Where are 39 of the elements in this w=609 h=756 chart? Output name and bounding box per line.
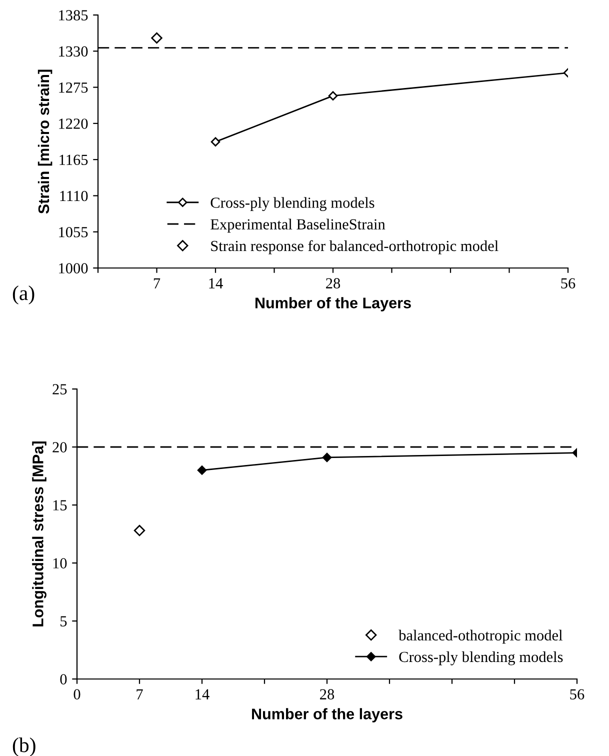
y-tick-label: 1275 xyxy=(59,82,88,93)
x-tick-label: 56 xyxy=(570,689,584,700)
y-tick-label: 1385 xyxy=(59,10,88,20)
x-tick-label: 7 xyxy=(136,689,143,700)
x-tick-label: 56 xyxy=(561,278,576,288)
legend-label: Experimental BaselineStrain xyxy=(210,218,386,233)
y-tick-label: 10 xyxy=(53,558,67,568)
y-tick-label: 1330 xyxy=(59,46,88,57)
x-tick-label: 14 xyxy=(209,278,223,288)
x-axis-title: Number of the Layers xyxy=(255,297,411,312)
y-tick-label: 0 xyxy=(60,674,67,684)
x-tick-label: 14 xyxy=(196,689,210,700)
point xyxy=(210,137,220,146)
y-tick-label: 1110 xyxy=(60,190,88,202)
y-axis-title: Longitudinal stress [MPa] xyxy=(32,441,46,626)
y-tick-label: 1055 xyxy=(59,227,88,238)
point xyxy=(328,91,338,100)
y-tick-label: 15 xyxy=(53,500,67,510)
y-tick-label: 1165 xyxy=(60,154,88,166)
point xyxy=(322,452,332,462)
y-tick-label: 1220 xyxy=(59,118,88,129)
point xyxy=(197,466,207,475)
legend-label: Cross-ply blending models xyxy=(210,197,374,212)
point xyxy=(134,524,146,536)
text: (b) xyxy=(12,738,36,756)
y-tick-label: 25 xyxy=(52,384,67,394)
y-tick-label: 5 xyxy=(60,616,67,626)
y-axis-title: Strain [micro strain] xyxy=(38,70,52,214)
x-tick-label: 7 xyxy=(154,278,160,288)
text: (a) xyxy=(12,286,34,304)
y-tick-label: 1000 xyxy=(59,263,88,274)
point xyxy=(151,32,162,44)
x-tick-label: 28 xyxy=(326,278,340,288)
x-tick-label: 28 xyxy=(320,689,334,700)
y-tick-label: 20 xyxy=(52,442,67,452)
x-axis-title: Number of the layers xyxy=(252,708,402,722)
legend-label: balanced-othotropic model xyxy=(398,630,562,644)
legend-label: Cross-ply blending models xyxy=(399,651,563,666)
legend-label: Strain response for balanced-orthotropic model xyxy=(211,240,498,254)
